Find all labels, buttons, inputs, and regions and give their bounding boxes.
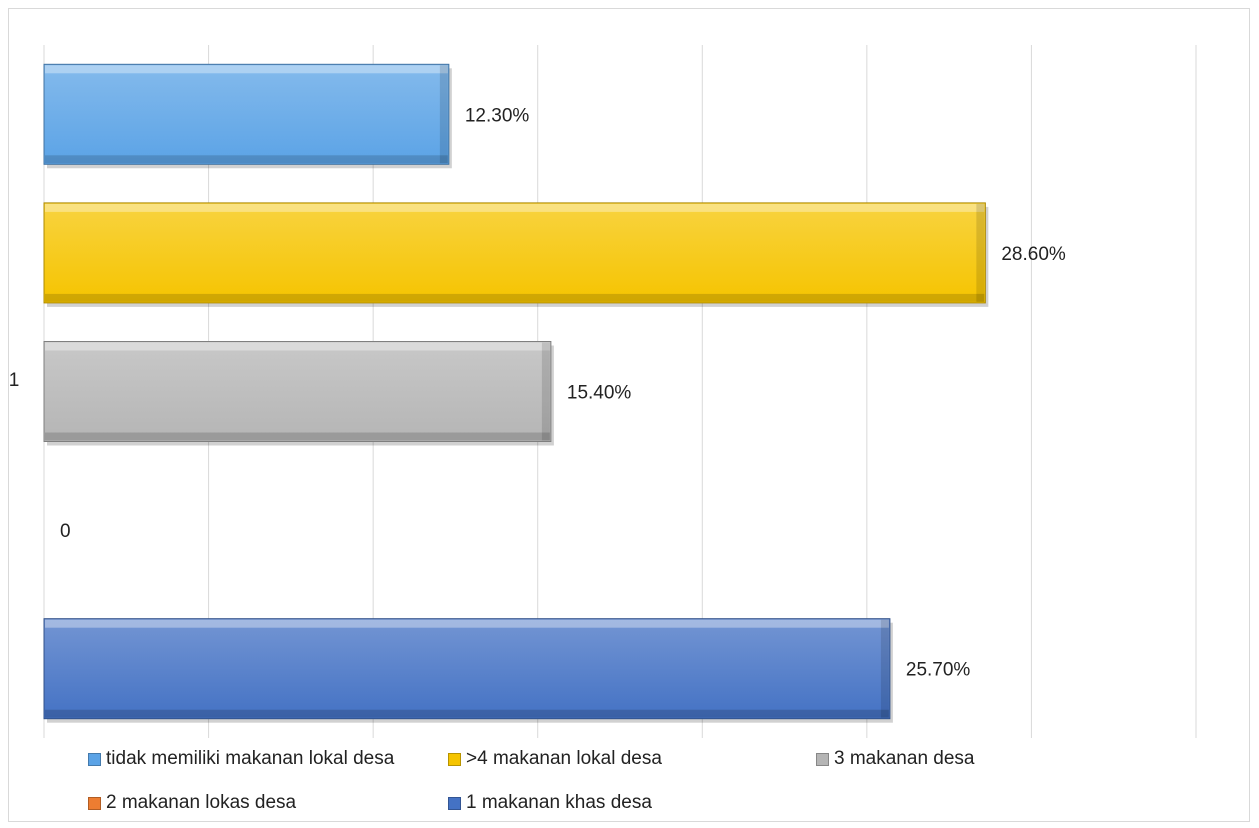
bar [43, 202, 986, 304]
legend-label: tidak memiliki makanan lokal desa [106, 748, 395, 769]
bar-bevel-top [45, 619, 889, 628]
legend-item-tidak-memiliki: tidak memiliki makanan lokal desa [88, 748, 394, 770]
legend-label: 3 makanan desa [834, 748, 975, 769]
bar-bevel-bottom [45, 709, 889, 718]
bar-bevel-top [45, 342, 550, 351]
legend-swatch [88, 752, 101, 766]
data-label: 15.40% [567, 383, 632, 404]
bars [43, 63, 989, 723]
data-label: 28.60% [1001, 244, 1066, 265]
legend-swatch [88, 796, 101, 810]
legend-label: 1 makanan khas desa [466, 792, 652, 813]
data-labels: 12.30% 28.60% 15.40% 0 25.70% [60, 105, 1066, 680]
category-tick-label: 1 [9, 370, 20, 391]
legend-label: >4 makanan lokal desa [466, 748, 662, 769]
legend-item-1-makanan: 1 makanan khas desa [448, 792, 652, 814]
legend-item-2-makanan: 2 makanan lokas desa [88, 792, 296, 814]
bar-bevel-bottom [45, 432, 550, 441]
bar-bevel-bottom [45, 293, 985, 302]
legend-swatch [816, 752, 829, 766]
data-label: 25.70% [906, 660, 971, 681]
bar-bevel-end [541, 342, 550, 441]
bar-bevel-end [976, 203, 985, 302]
bar [43, 341, 552, 442]
bar-bevel-top [45, 203, 985, 212]
legend-swatch [448, 752, 461, 766]
legend-swatch [448, 796, 461, 810]
bar [43, 63, 450, 165]
legend-item-3-makanan: 3 makanan desa [816, 748, 975, 770]
legend-label: 2 makanan lokas desa [106, 792, 297, 813]
bar-bevel-end [880, 619, 889, 718]
bar-bevel-end [439, 65, 448, 164]
bar [43, 618, 891, 720]
data-label: 12.30% [465, 105, 530, 126]
bar-bevel-top [45, 65, 448, 74]
bar-bevel-bottom [45, 155, 448, 164]
data-label: 0 [60, 521, 71, 542]
legend-item-gt4-makanan: >4 makanan lokal desa [448, 748, 662, 770]
